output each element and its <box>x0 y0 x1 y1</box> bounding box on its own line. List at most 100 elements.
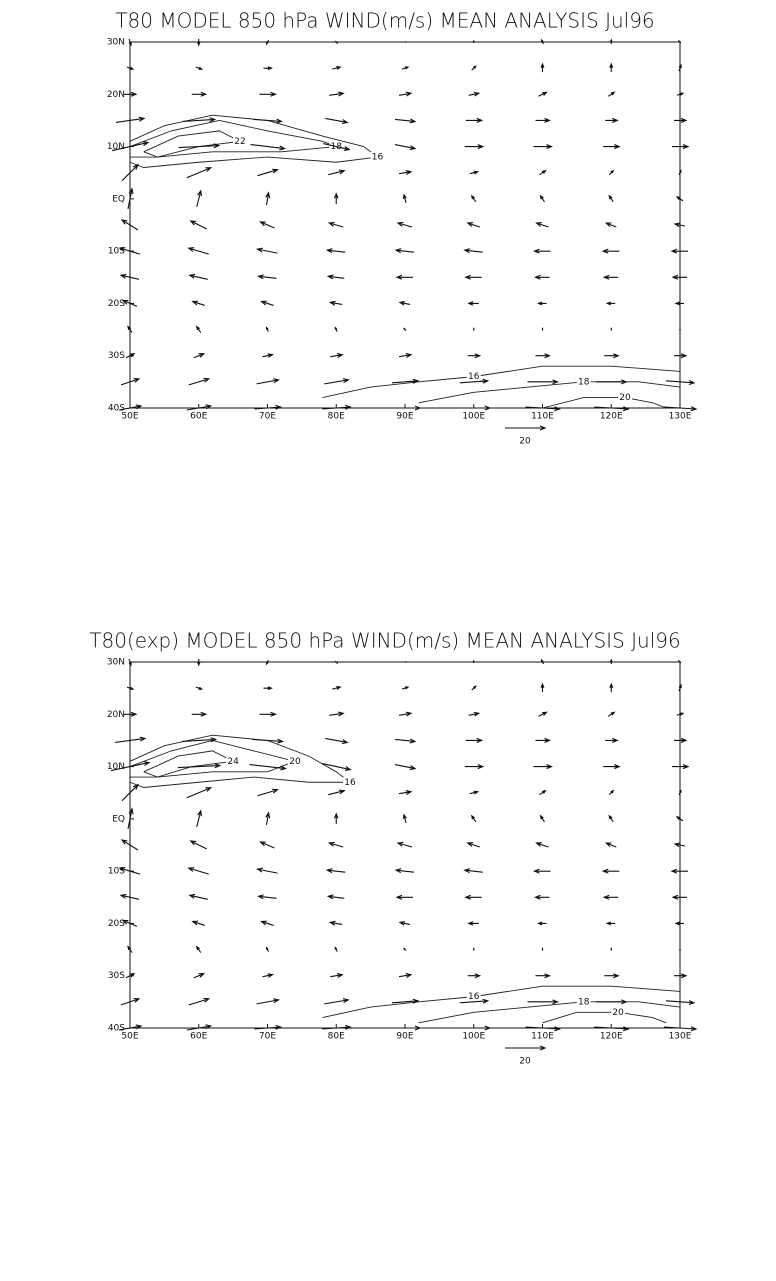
contour-line <box>418 381 681 404</box>
wind-arrow <box>467 301 479 306</box>
contour-label: 18 <box>578 377 590 387</box>
lon-tick-label: 110E <box>531 412 554 422</box>
wind-arrow <box>472 39 475 43</box>
contour-line <box>542 1011 667 1024</box>
wind-arrow <box>539 194 545 203</box>
lon-tick-label: 120E <box>600 412 623 422</box>
wind-arrow <box>469 170 480 175</box>
contour-label: 20 <box>612 1008 624 1018</box>
contour-line <box>143 750 235 778</box>
wind-arrow <box>398 711 413 717</box>
wind-arrow <box>327 221 344 228</box>
wind-arrow <box>605 117 619 123</box>
wind-arrow <box>539 169 547 176</box>
lat-tick-label: 40S <box>108 1024 125 1034</box>
wind-arrow <box>670 248 688 254</box>
lon-tick-label: 130E <box>669 1032 692 1042</box>
wind-arrow <box>674 301 684 306</box>
wind-arrow <box>533 248 551 254</box>
wind-arrow <box>265 191 271 205</box>
contour-line <box>418 1001 681 1024</box>
wind-arrow <box>127 807 134 829</box>
wind-arrow <box>537 921 547 926</box>
wind-arrow <box>127 945 133 953</box>
wind-arrow <box>252 738 284 744</box>
wind-arrow <box>678 789 682 795</box>
wind-arrow <box>114 736 147 743</box>
wind-arrow <box>254 1024 282 1030</box>
lat-tick-label: 30N <box>107 38 125 48</box>
lat-tick-label: 10N <box>107 762 125 772</box>
wind-arrow <box>467 921 479 926</box>
wind-arrow <box>398 170 413 175</box>
wind-arrow <box>265 946 269 952</box>
wind-arrow <box>391 998 420 1004</box>
wind-arrow <box>398 973 413 978</box>
wind-arrow <box>663 406 698 412</box>
wind-arrow <box>186 167 213 179</box>
wind-arrow <box>527 379 559 385</box>
contour-label-bg <box>343 777 357 788</box>
wind-arrow <box>464 894 482 900</box>
wind-arrow <box>191 711 208 717</box>
wind-arrow <box>605 737 619 743</box>
wind-arrow <box>604 353 620 359</box>
wind-arrow <box>533 764 553 770</box>
wind-arrow <box>398 920 411 926</box>
wind-arrow <box>525 406 561 412</box>
wind-arrow <box>535 117 551 123</box>
wind-arrow <box>674 737 688 743</box>
wind-arrow <box>396 221 413 228</box>
reference-label: 20 <box>519 437 531 447</box>
lon-tick-label: 70E <box>259 1032 276 1042</box>
wind-arrow <box>396 841 413 848</box>
wind-arrow <box>605 301 616 306</box>
wind-arrow <box>328 169 346 176</box>
wind-arrow <box>329 91 345 97</box>
wind-arrow <box>676 92 685 96</box>
contour-label: 20 <box>289 757 301 767</box>
wind-arrow <box>182 117 217 123</box>
wind-arrow <box>177 763 222 769</box>
wind-arrow <box>675 816 684 822</box>
wind-arrow <box>330 973 344 978</box>
wind-arrow <box>196 809 203 827</box>
wind-arrow <box>126 66 135 70</box>
wind-arrow <box>326 274 345 280</box>
wind-arrow <box>541 947 544 951</box>
wind-arrow <box>402 947 407 951</box>
contour-label-bg <box>466 371 481 382</box>
wind-arrow <box>124 711 138 717</box>
wind-arrow <box>256 998 280 1005</box>
wind-arrow <box>394 738 417 744</box>
wind-arrow <box>601 248 620 254</box>
wind-arrow <box>457 1025 492 1031</box>
wind-arrow <box>326 894 345 900</box>
wind-arrow <box>527 999 559 1005</box>
lat-tick-label: 30N <box>107 658 125 668</box>
wind-arrow <box>610 658 613 664</box>
wind-arrow <box>256 247 278 254</box>
contour-label-bg <box>618 392 632 403</box>
wind-arrow <box>327 841 344 848</box>
wind-arrow <box>189 840 207 850</box>
lat-tick-label: EQ <box>112 194 125 204</box>
wind-arrow <box>197 39 201 47</box>
wind-arrow <box>601 868 620 874</box>
wind-arrow <box>674 973 688 979</box>
wind-arrow <box>257 274 277 280</box>
contour-label: 24 <box>227 757 239 767</box>
wind-arrow <box>604 222 617 228</box>
wind-arrow <box>607 91 616 97</box>
wind-arrow <box>665 1000 696 1006</box>
wind-arrow <box>257 894 277 900</box>
wind-arrow <box>404 41 408 43</box>
lat-tick-label: 30S <box>108 971 125 981</box>
wind-arrow <box>195 66 204 70</box>
wind-arrow <box>188 997 211 1006</box>
wind-arrow <box>193 353 206 359</box>
wind-arrow <box>464 144 485 150</box>
wind-arrow <box>398 300 411 306</box>
wind-arrow <box>119 273 140 280</box>
